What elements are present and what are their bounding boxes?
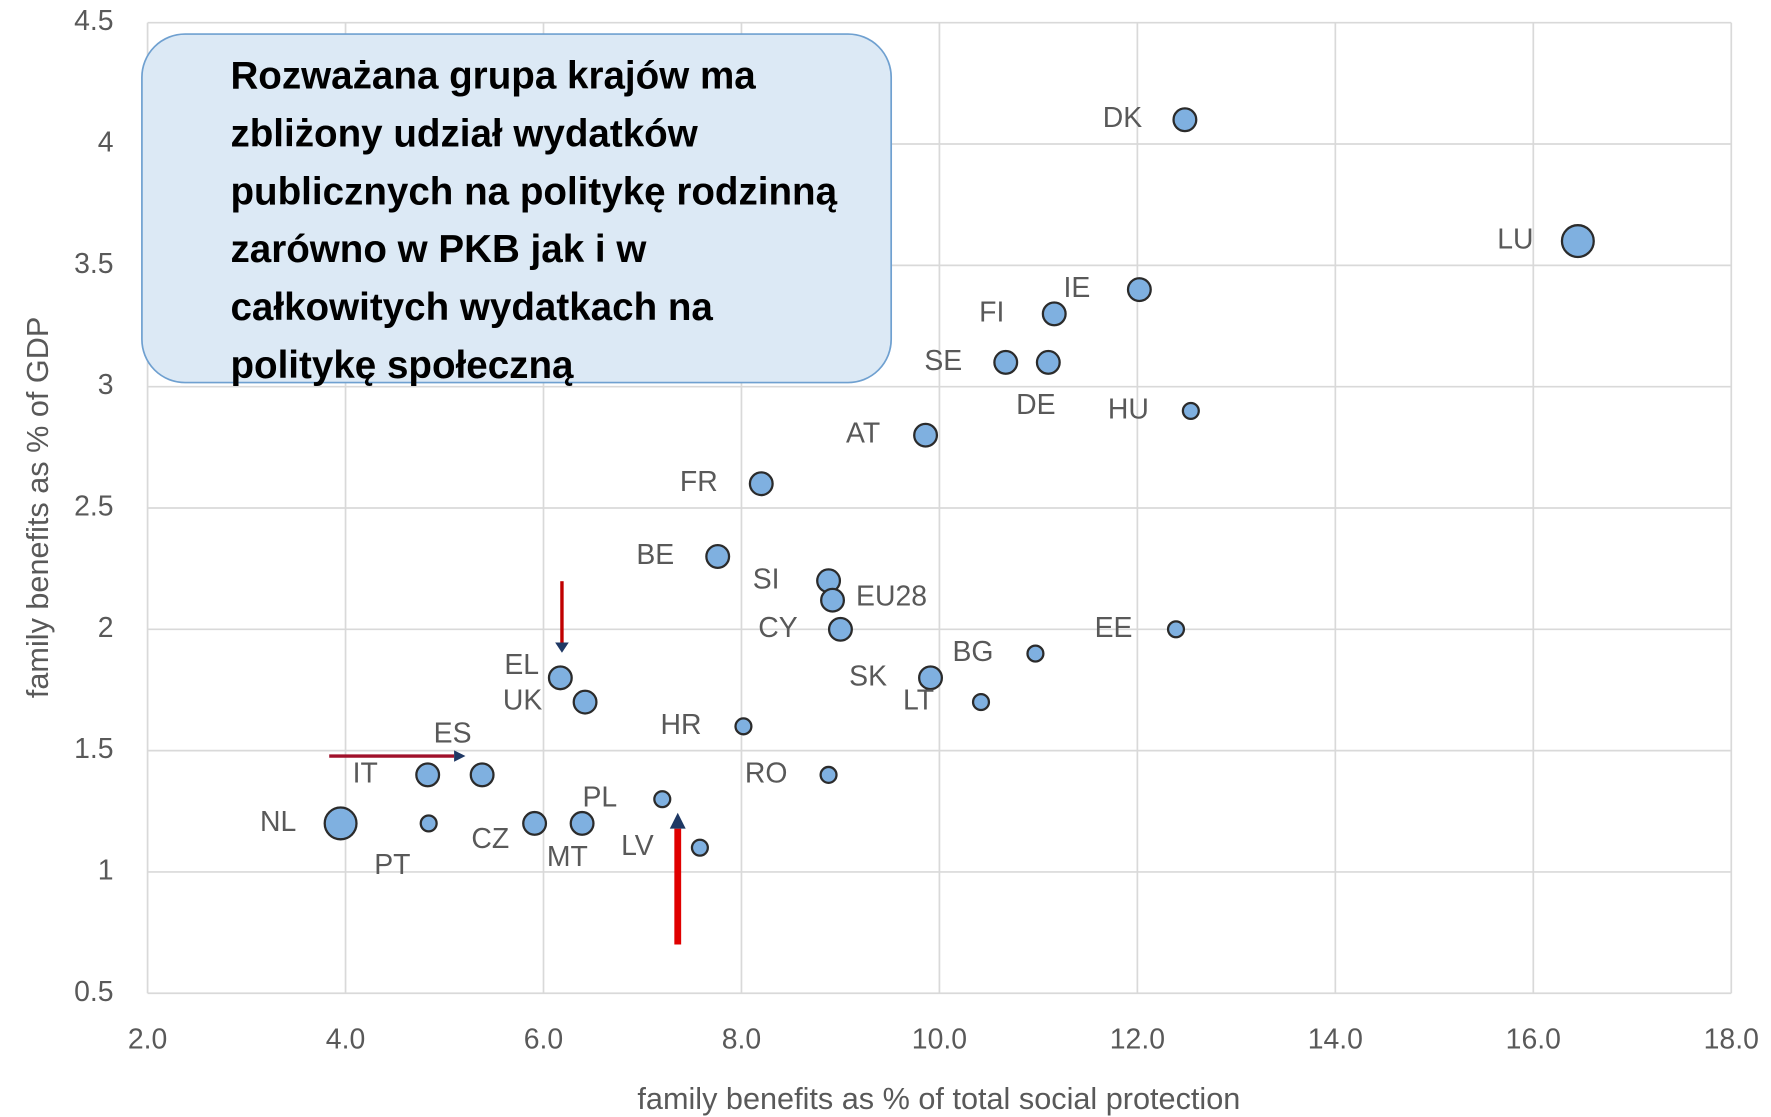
point-label: CZ: [471, 823, 509, 855]
point: [705, 544, 731, 570]
x-axis-label: family benefits as % of total social pro…: [637, 1082, 1240, 1116]
point: [1041, 301, 1067, 327]
y-tick-label: 3: [98, 369, 114, 401]
point: [569, 810, 595, 836]
x-tick-label: 6.0: [524, 1023, 563, 1055]
point-label: UK: [503, 685, 542, 717]
x-tick-label: 8.0: [722, 1023, 761, 1055]
point: [1035, 349, 1061, 375]
point: [971, 693, 991, 712]
point-label: EU28: [856, 580, 927, 612]
y-tick-label: 0.5: [74, 976, 113, 1008]
point-label: IE: [1064, 272, 1091, 304]
point-label: PL: [582, 782, 617, 814]
point: [415, 762, 441, 788]
point-label: HU: [1108, 393, 1149, 425]
annotation-line: Rozważana grupa krajów ma: [230, 55, 756, 98]
annotation-line: zbliżony udział wydatków: [230, 112, 698, 155]
y-axis-label: family benefits as % of GDP: [21, 317, 55, 698]
point: [819, 765, 838, 784]
point-label: NL: [260, 806, 296, 838]
annotation-line: publicznych na politykę rodzinną: [230, 170, 837, 213]
point: [1026, 644, 1045, 663]
point-label: PT: [374, 849, 410, 881]
annotation-line: całkowitych wydatkach na: [230, 286, 713, 329]
point-label: DK: [1103, 102, 1142, 134]
x-tick-label: 2.0: [128, 1023, 167, 1055]
point-label: BG: [952, 636, 993, 668]
point: [1126, 277, 1152, 303]
point: [820, 587, 846, 613]
point: [323, 806, 358, 841]
point-label: HR: [661, 709, 702, 741]
point-label: MT: [547, 841, 588, 873]
point: [1560, 224, 1595, 259]
point: [469, 762, 495, 788]
point-label: EE: [1095, 612, 1133, 644]
y-tick-label: 3.5: [74, 248, 113, 280]
point: [572, 689, 598, 715]
point-label: FI: [979, 296, 1004, 328]
y-tick-label: 1: [98, 854, 114, 886]
point-label: SI: [753, 563, 780, 595]
annotation-line: politykę społeczną: [230, 344, 574, 387]
point: [827, 616, 853, 642]
point: [690, 838, 709, 857]
point: [993, 349, 1019, 375]
point-label: LV: [621, 830, 654, 862]
points: DK LU IE FI SE DE HU AT FR BE SI EU28 CY EE BG SK LT EL UK…: [260, 102, 1595, 881]
point: [1166, 620, 1186, 639]
point: [913, 422, 939, 448]
point-label: EL: [504, 649, 539, 681]
y-tick-label: 4: [98, 127, 114, 159]
point-label: LU: [1497, 224, 1533, 256]
arrows: [329, 581, 686, 945]
point-label: BE: [636, 539, 674, 571]
x-tick-label: 18.0: [1704, 1023, 1759, 1055]
point: [653, 790, 672, 809]
point: [522, 810, 548, 836]
x-tick-label: 4.0: [326, 1023, 365, 1055]
point-label: IT: [353, 757, 378, 789]
point: [547, 665, 573, 691]
x-tick-label: 14.0: [1308, 1023, 1363, 1055]
annotation-line: zarówno w PKB jak i w: [230, 228, 647, 271]
point: [1181, 401, 1200, 421]
point-label: RO: [745, 757, 788, 789]
y-tick-label: 1.5: [74, 733, 113, 765]
x-tick-label: 10.0: [912, 1023, 967, 1055]
point-label: FR: [680, 466, 718, 498]
point-label: SE: [924, 345, 962, 377]
arrow-head: [555, 642, 569, 653]
point: [419, 814, 438, 833]
point-label: LT: [903, 685, 934, 717]
annotation-box: [141, 33, 893, 384]
point-label: AT: [846, 418, 880, 450]
annotation: Rozważana grupa krajów ma zbliżony udział…: [230, 55, 837, 387]
point-label: SK: [849, 660, 887, 692]
arrow-head: [454, 750, 466, 762]
point: [1172, 107, 1198, 133]
y-tick-label: 2.5: [74, 490, 113, 522]
point: [734, 717, 753, 736]
x-tick-label: 12.0: [1110, 1023, 1165, 1055]
y-tick-label: 2: [98, 612, 114, 644]
point-label: CY: [758, 612, 797, 644]
y-tick-label: 4.5: [74, 5, 113, 37]
point-label: DE: [1016, 389, 1055, 421]
point-label: ES: [434, 718, 472, 750]
point: [918, 665, 944, 691]
point: [748, 471, 774, 497]
x-tick-label: 16.0: [1506, 1023, 1561, 1055]
arrow-head: [669, 812, 686, 829]
